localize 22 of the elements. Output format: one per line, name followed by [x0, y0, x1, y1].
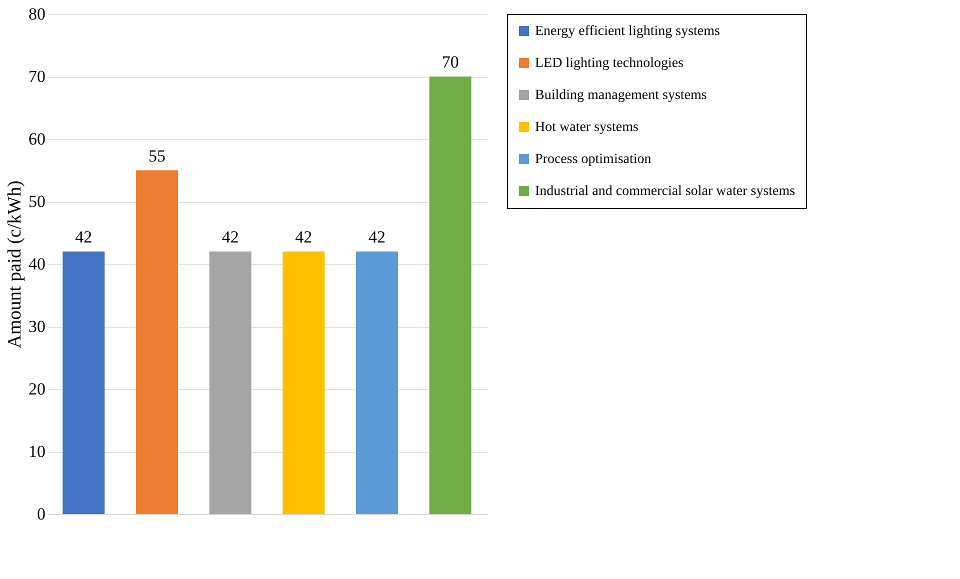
legend-label: Hot water systems: [535, 120, 638, 135]
y-tick-label: 0: [37, 504, 46, 524]
legend-label: Process optimisation: [535, 152, 652, 167]
legend-label: Industrial and commercial solar water systems: [535, 184, 796, 199]
data-label: 42: [368, 228, 386, 246]
data-label: 42: [222, 228, 239, 246]
y-tick-label: 30: [28, 317, 46, 336]
data-label: 42: [295, 228, 312, 246]
y-tick-label: 60: [28, 130, 46, 148]
y-tick-label: 40: [28, 254, 46, 274]
y-tick-label: 10: [28, 442, 46, 461]
y-tick-label: 50: [28, 192, 46, 211]
legend-label: Building management systems: [535, 88, 707, 103]
y-tick-label: 20: [28, 380, 46, 398]
data-label: 55: [148, 146, 166, 166]
legend-label: LED lighting technologies: [535, 56, 684, 71]
legend-label: Energy efficient lighting systems: [535, 24, 720, 39]
y-axis-title: Amount paid (c/kWh): [4, 180, 26, 348]
data-label: 70: [442, 52, 459, 72]
y-tick-label: 70: [28, 67, 46, 86]
data-label: 42: [75, 228, 92, 246]
y-tick-label: 80: [28, 4, 46, 24]
